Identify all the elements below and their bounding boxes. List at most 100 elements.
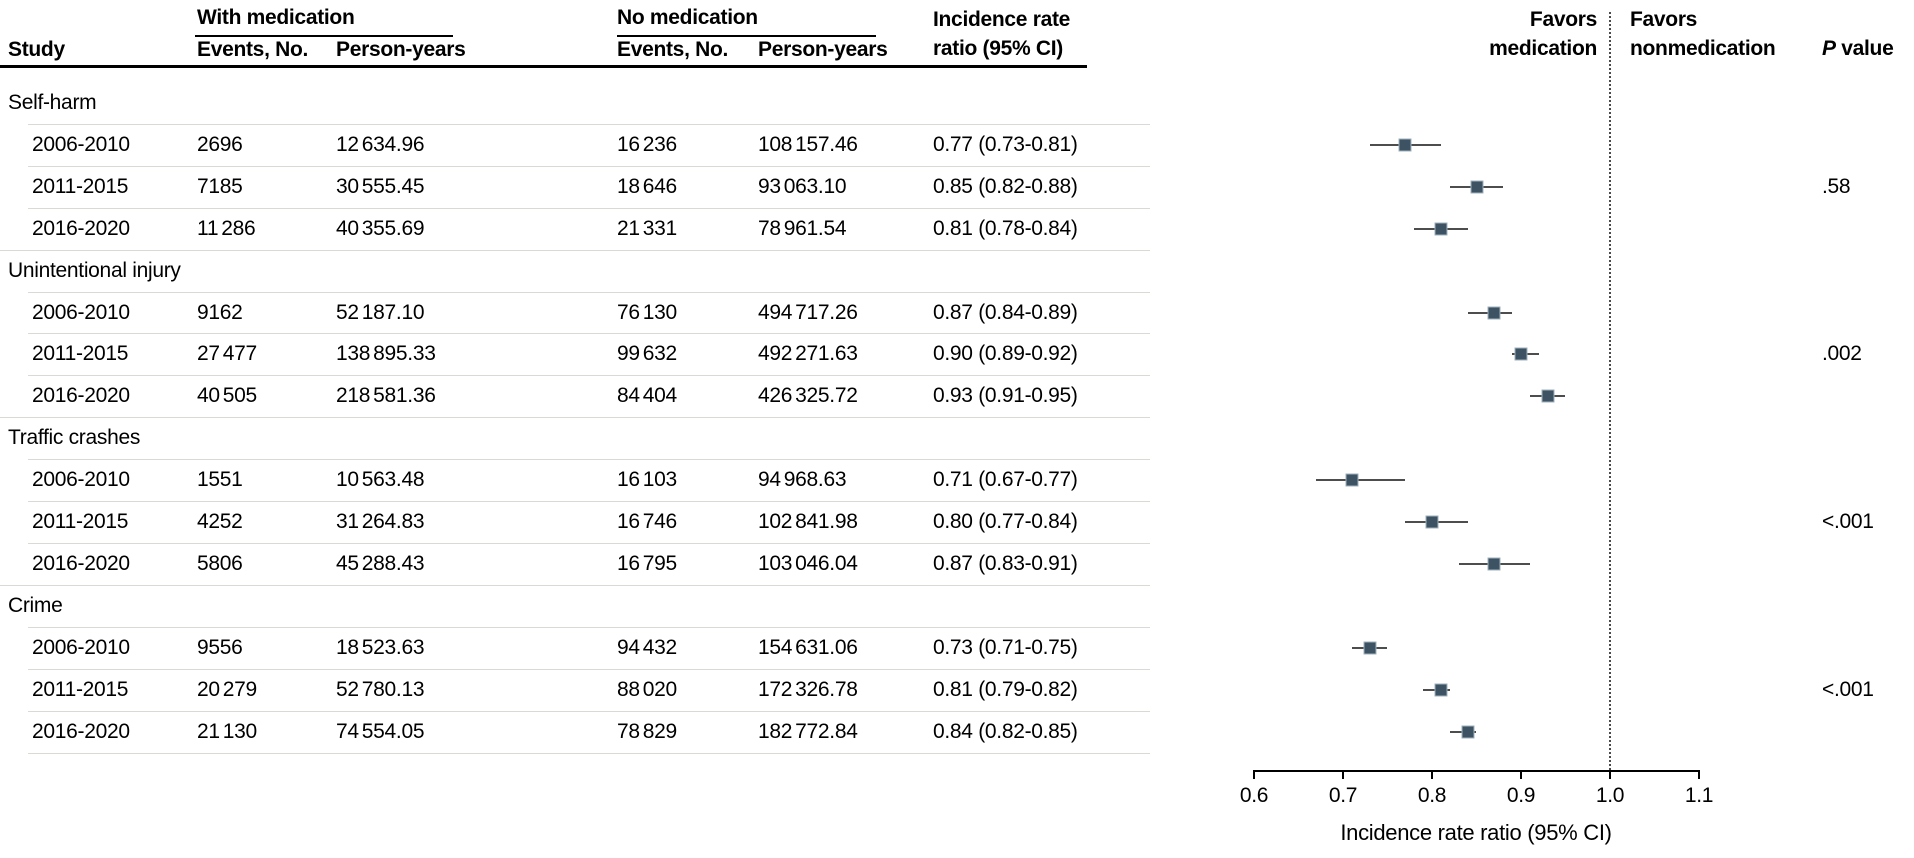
x-axis-tick-label: 0.6 bbox=[1239, 784, 1269, 807]
cell-py-no: 492 271.63 bbox=[758, 342, 858, 366]
cell-events-med: 9556 bbox=[197, 635, 243, 659]
section-label: Traffic crashes bbox=[8, 426, 141, 450]
x-axis-line bbox=[1254, 770, 1699, 772]
p-value: <.001 bbox=[1822, 510, 1874, 533]
column-header-irr: Incidence rate ratio (95% CI) bbox=[933, 5, 1070, 63]
cell-study: 2011-2015 bbox=[32, 174, 129, 198]
cell-events-no: 99 632 bbox=[617, 342, 677, 366]
row-separator bbox=[28, 626, 1150, 628]
cell-study: 2006-2010 bbox=[32, 635, 130, 659]
row-separator bbox=[28, 123, 1150, 125]
cell-py-no: 426 325.72 bbox=[758, 384, 858, 408]
cell-events-med: 1551 bbox=[197, 468, 243, 492]
cell-events-no: 16 103 bbox=[617, 468, 677, 492]
irr-marker bbox=[1470, 180, 1483, 194]
section-label: Self-harm bbox=[8, 91, 97, 114]
irr-marker bbox=[1398, 138, 1412, 152]
row-separator bbox=[28, 333, 1150, 335]
cell-py-no: 93 063.10 bbox=[758, 174, 847, 198]
reference-line-1.0 bbox=[1609, 12, 1611, 770]
cell-events-med: 9162 bbox=[197, 300, 243, 324]
x-axis-tick-label: 0.8 bbox=[1417, 784, 1447, 807]
x-axis-tick-label: 0.9 bbox=[1506, 784, 1536, 807]
column-header-irr-line1: Incidence rate bbox=[933, 8, 1071, 31]
cell-py-no: 182 772.84 bbox=[758, 719, 858, 743]
row-separator bbox=[28, 375, 1150, 377]
row-separator bbox=[28, 542, 1150, 544]
cell-py-med: 138 895.33 bbox=[336, 342, 436, 366]
cell-events-med: 20 279 bbox=[197, 677, 257, 701]
cell-py-no: 94 968.63 bbox=[758, 468, 847, 492]
cell-study: 2011-2015 bbox=[32, 677, 129, 701]
column-header-events-no: Events, No. bbox=[617, 38, 729, 61]
cell-events-no: 94 432 bbox=[617, 635, 677, 659]
cell-events-no: 16 236 bbox=[617, 132, 677, 156]
x-axis-title: Incidence rate ratio (95% CI) bbox=[1340, 820, 1612, 845]
p-value: .002 bbox=[1822, 342, 1862, 366]
cell-py-med: 40 355.69 bbox=[336, 216, 425, 240]
table-header-rule bbox=[0, 65, 1087, 68]
x-axis-tick bbox=[1698, 770, 1700, 779]
row-separator bbox=[0, 249, 1150, 251]
x-axis-tick bbox=[1609, 770, 1611, 779]
x-axis-tick bbox=[1253, 770, 1255, 779]
cell-study: 2011-2015 bbox=[32, 342, 129, 366]
cell-study: 2016-2020 bbox=[32, 216, 130, 240]
cell-events-med: 27 477 bbox=[197, 342, 257, 366]
favors-medication-line2: medication bbox=[1489, 37, 1597, 60]
cell-py-med: 52 187.10 bbox=[336, 300, 425, 324]
group-header-no-medication: No medication bbox=[617, 6, 758, 29]
irr-marker bbox=[1434, 683, 1448, 697]
group-underline-with-medication bbox=[195, 35, 453, 37]
cell-py-no: 103 046.04 bbox=[758, 551, 858, 575]
cell-py-med: 12 634.96 bbox=[336, 132, 425, 156]
cell-events-med: 21 130 bbox=[197, 719, 257, 743]
irr-marker bbox=[1514, 347, 1528, 361]
column-header-events-med: Events, No. bbox=[197, 38, 309, 61]
column-header-p-value: P value bbox=[1822, 37, 1894, 61]
cell-irr: 0.77 (0.73-0.81) bbox=[933, 132, 1078, 156]
cell-irr: 0.90 (0.89-0.92) bbox=[933, 342, 1078, 366]
irr-marker bbox=[1425, 515, 1439, 529]
cell-study: 2016-2020 bbox=[32, 719, 130, 743]
cell-events-no: 18 646 bbox=[617, 174, 677, 198]
cell-py-med: 10 563.48 bbox=[336, 468, 425, 492]
cell-py-med: 31 264.83 bbox=[336, 510, 425, 533]
cell-py-no: 172 326.78 bbox=[758, 677, 858, 701]
favors-nonmedication-label: Favors nonmedication bbox=[1630, 5, 1776, 63]
cell-events-no: 16 746 bbox=[617, 510, 677, 533]
row-separator bbox=[0, 584, 1150, 586]
row-separator bbox=[0, 417, 1150, 419]
cell-events-no: 21 331 bbox=[617, 216, 677, 240]
p-header-italic: P bbox=[1822, 37, 1836, 60]
cell-py-med: 52 780.13 bbox=[336, 677, 425, 701]
irr-marker bbox=[1487, 557, 1501, 571]
cell-events-no: 76 130 bbox=[617, 300, 677, 324]
x-axis-tick-label: 1.0 bbox=[1595, 784, 1625, 807]
cell-py-no: 108 157.46 bbox=[758, 132, 858, 156]
row-separator bbox=[28, 459, 1150, 461]
column-header-study: Study bbox=[8, 38, 65, 61]
cell-irr: 0.84 (0.82-0.85) bbox=[933, 719, 1078, 743]
cell-py-no: 494 717.26 bbox=[758, 300, 858, 324]
cell-py-no: 154 631.06 bbox=[758, 635, 858, 659]
cell-py-no: 78 961.54 bbox=[758, 216, 847, 240]
cell-study: 2016-2020 bbox=[32, 384, 130, 408]
cell-irr: 0.80 (0.77-0.84) bbox=[933, 510, 1078, 533]
row-separator bbox=[28, 165, 1150, 167]
cell-py-no: 102 841.98 bbox=[758, 510, 858, 533]
row-separator bbox=[28, 501, 1150, 502]
cell-study: 2006-2010 bbox=[32, 132, 130, 156]
cell-events-med: 5806 bbox=[197, 551, 243, 575]
cell-irr: 0.73 (0.71-0.75) bbox=[933, 635, 1078, 659]
cell-events-no: 78 829 bbox=[617, 719, 677, 743]
cell-events-med: 4252 bbox=[197, 510, 243, 533]
cell-py-med: 218 581.36 bbox=[336, 384, 436, 408]
cell-study: 2011-2015 bbox=[32, 510, 129, 533]
x-axis-tick bbox=[1431, 770, 1433, 779]
section-label: Unintentional injury bbox=[8, 258, 181, 282]
cell-py-med: 45 288.43 bbox=[336, 551, 425, 575]
cell-events-med: 2696 bbox=[197, 132, 243, 156]
cell-study: 2006-2010 bbox=[32, 300, 130, 324]
x-axis-tick bbox=[1342, 770, 1344, 779]
